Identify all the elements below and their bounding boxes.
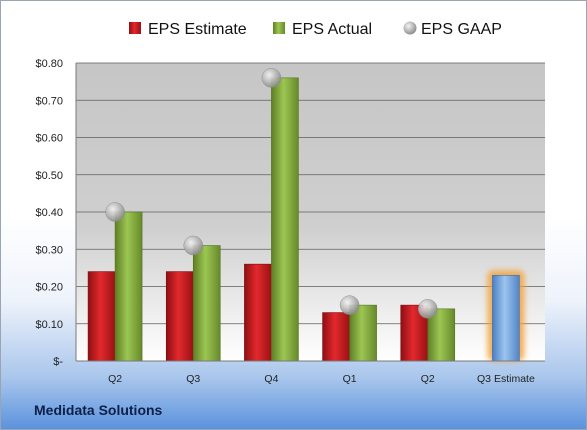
bar-eps-actual: [114, 211, 143, 362]
legend-label: EPS Actual: [292, 21, 372, 38]
legend-label: EPS Estimate: [148, 21, 247, 38]
bar-eps-estimate: [87, 271, 116, 362]
bar-eps-actual: [427, 308, 456, 362]
marker-eps-gaap: [418, 299, 438, 319]
legend-swatch: [273, 22, 285, 34]
y-tick-label: $0.30: [35, 244, 63, 256]
x-tick-label: Q2: [108, 373, 122, 385]
company-name: Medidata Solutions: [34, 402, 163, 418]
legend-swatch: [129, 22, 141, 34]
y-tick-label: $0.10: [35, 319, 63, 331]
bar-eps-estimate: [322, 312, 350, 362]
y-tick-label: $-: [53, 356, 63, 368]
marker-eps-gaap: [339, 295, 360, 315]
legend-swatch: [403, 21, 417, 35]
x-tick-label: Q1: [343, 373, 357, 385]
bar-eps-estimate: [165, 271, 194, 362]
x-tick-label: Q3 Estimate: [477, 373, 535, 385]
marker-eps-gaap: [261, 68, 282, 88]
x-tick-label: Q3: [186, 373, 200, 385]
bar-eps-actual: [271, 77, 299, 362]
marker-eps-gaap: [105, 202, 125, 222]
marker-eps-gaap: [183, 235, 203, 256]
bar-eps-actual: [349, 304, 377, 362]
y-tick-label: $0.50: [35, 170, 63, 182]
y-tick-label: $0.20: [35, 282, 63, 294]
bar-q3-estimate: [492, 275, 520, 362]
legend-label: EPS GAAP: [421, 21, 502, 38]
bar-eps-estimate: [244, 263, 272, 362]
y-tick-label: $0.80: [35, 58, 63, 70]
y-tick-label: $0.70: [35, 95, 63, 107]
bar-eps-actual: [192, 245, 221, 362]
x-tick-label: Q4: [264, 373, 278, 385]
y-tick-label: $0.40: [35, 207, 63, 219]
y-tick-label: $0.60: [35, 133, 63, 145]
x-tick-label: Q2: [421, 373, 435, 385]
